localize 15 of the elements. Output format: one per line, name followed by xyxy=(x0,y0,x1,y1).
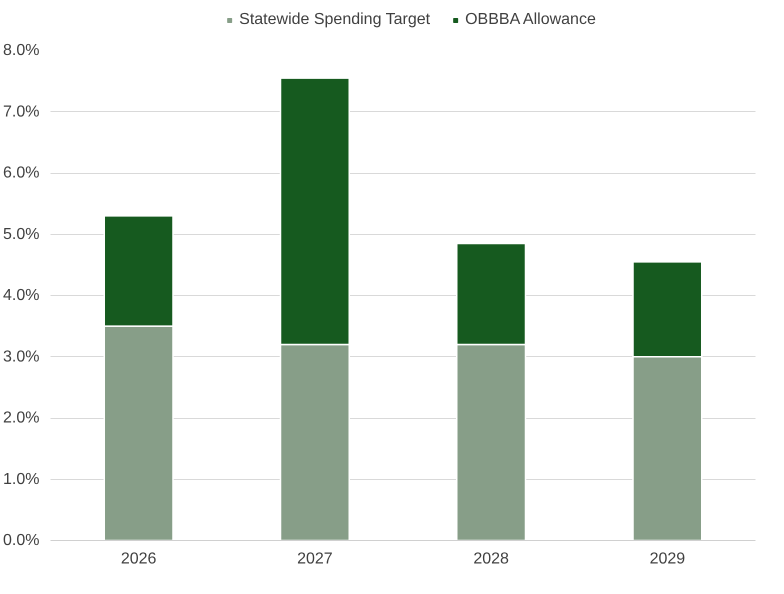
y-tick-label: 6.0% xyxy=(3,164,40,182)
y-tick-label: 0.0% xyxy=(3,532,40,549)
y-tick-label: 7.0% xyxy=(3,103,40,120)
y-tick-label: 2.0% xyxy=(3,410,40,426)
y-tick-label: 5.0% xyxy=(3,226,40,243)
x-tick-label: 2028 xyxy=(473,550,510,568)
y-tick-label: 3.0% xyxy=(3,348,40,366)
x-tick-label: 2026 xyxy=(120,550,157,568)
legend-label: OBBBA Allowance xyxy=(465,11,596,29)
x-tick-label: 2029 xyxy=(650,550,686,568)
legend-label: Statewide Spending Target xyxy=(239,11,430,29)
y-tick-label: 1.0% xyxy=(3,470,40,488)
x-tick-label: 2027 xyxy=(297,550,333,568)
y-tick-label: 8.0% xyxy=(3,42,40,59)
y-tick-label: 4.0% xyxy=(3,287,40,304)
